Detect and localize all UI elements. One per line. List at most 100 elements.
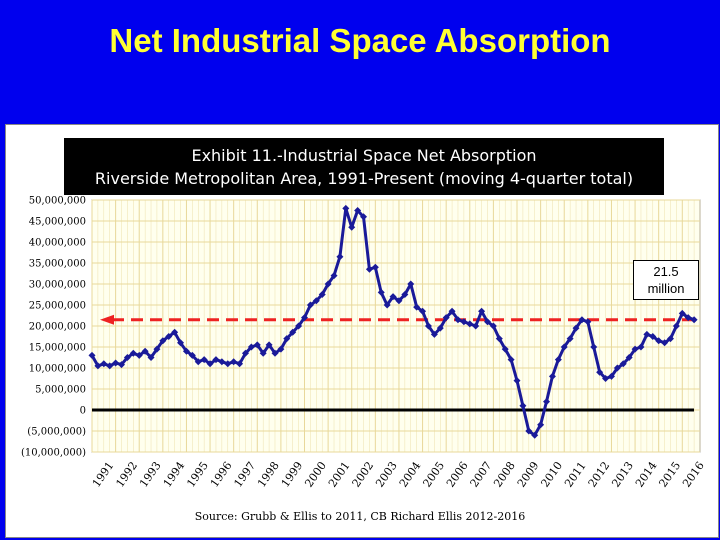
data-point [607,372,615,380]
data-point [271,349,279,357]
callout-box: 21.5 million [633,260,699,300]
data-point [147,354,155,361]
data-point [690,316,698,324]
data-point [283,335,291,343]
y-tick-label: 30,000,000 [29,280,86,291]
data-point [424,322,432,330]
y-tick-label: 25,000,000 [29,301,86,312]
data-point [94,362,102,370]
data-point [100,360,108,368]
data-point [448,307,456,315]
data-point [182,347,190,355]
data-point [301,314,309,322]
data-point [537,421,545,429]
data-point [678,309,686,317]
data-point [661,339,669,347]
data-point [312,297,320,305]
data-point [613,364,621,372]
y-tick-label: 10,000,000 [29,364,86,375]
data-point [560,343,568,351]
data-point [672,322,680,330]
data-point [371,263,379,271]
y-tick-label: 20,000,000 [29,322,86,333]
x-tick-label: 1991 [90,459,117,489]
data-point [277,345,285,353]
data-point [241,349,249,357]
data-point [466,320,474,328]
x-tick-label: 2008 [491,459,518,489]
slide-title: Net Industrial Space Absorption [109,22,611,59]
data-point [259,349,267,357]
x-tick-label: 1992 [113,459,140,489]
data-point [377,288,385,296]
data-point [655,337,663,345]
data-point [395,297,403,305]
x-tick-label: 2016 [680,459,707,489]
data-point [460,318,468,326]
data-point [584,318,592,326]
data-point [360,213,368,221]
y-tick-label: (5,000,000) [27,427,86,438]
data-point [247,343,255,351]
x-tick-label: 2001 [326,459,353,489]
data-point [407,280,415,288]
x-tick-label: 2000 [302,459,329,489]
data-point [554,356,562,364]
data-point [212,356,220,364]
data-point [295,322,303,330]
data-point [625,354,633,361]
data-point [649,333,657,340]
y-tick-label: 15,000,000 [29,343,86,354]
x-tick-label: 2009 [515,459,542,489]
y-tick-label: 45,000,000 [29,217,86,228]
data-point [684,314,692,322]
data-point [206,360,214,368]
data-point [306,301,314,309]
data-point [525,427,533,435]
x-tick-label: 1999 [279,459,306,489]
y-tick-label: 35,000,000 [29,259,86,270]
exhibit-subtitle: Riverside Metropolitan Area, 1991-Presen… [94,169,634,188]
y-tick-label: 40,000,000 [29,238,86,249]
data-point [543,398,551,406]
source-note: Source: Grubb & Ellis to 2011, CB Richar… [194,510,526,523]
x-tick-label: 1993 [137,459,164,489]
callout-value: 21.5 [653,264,679,279]
data-point [354,207,362,214]
data-point [318,291,326,298]
data-point [643,330,651,338]
x-tick-label: 2003 [373,459,400,489]
data-point [112,359,120,367]
data-point [413,303,421,311]
data-point [265,341,273,349]
x-tick-label: 1997 [231,459,258,489]
x-tick-label: 2014 [633,459,660,489]
data-point [531,431,539,439]
data-point [454,316,462,324]
data-point [118,361,126,369]
data-point [123,354,131,361]
x-tick-label: 1994 [161,459,188,489]
data-point [631,345,639,353]
data-point [578,316,586,324]
y-tick-label: 0 [80,406,86,417]
data-point [188,351,196,359]
data-point [365,265,373,273]
data-point [200,356,208,364]
y-tick-label: (10,000,000) [21,448,86,459]
data-point [159,337,167,345]
data-point [289,328,297,336]
data-point [472,322,480,330]
y-tick-label: 5,000,000 [35,385,86,396]
x-tick-label: 2010 [538,459,565,489]
x-tick-label: 1998 [255,459,282,489]
data-point [135,351,143,359]
data-point [436,324,444,332]
data-point [324,280,332,288]
x-tick-label: 2007 [468,459,495,489]
data-point [513,377,521,385]
data-point [348,223,356,231]
data-point [519,402,527,410]
x-tick-label: 2004 [397,459,424,489]
